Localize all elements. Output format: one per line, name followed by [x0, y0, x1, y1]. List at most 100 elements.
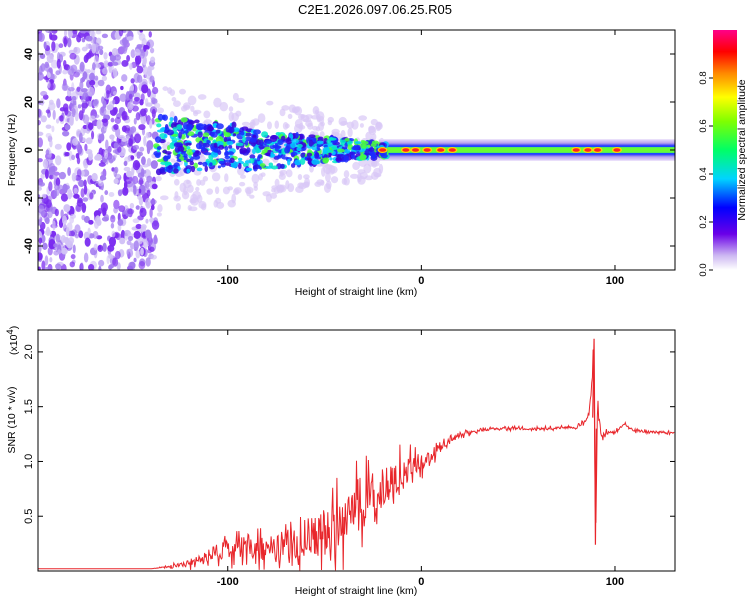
noise-cell — [141, 84, 149, 94]
haze-cell — [274, 120, 280, 129]
turbulent-cell — [231, 121, 237, 129]
turbulent-cell — [191, 149, 196, 153]
noise-cell — [63, 59, 67, 68]
noise-cell — [73, 193, 80, 199]
noise-cell — [44, 169, 49, 179]
noise-cell — [103, 149, 109, 160]
turbulent-cell — [172, 127, 178, 133]
noise-cell — [150, 97, 156, 105]
turbulent-cell — [197, 131, 203, 138]
noise-cell — [81, 46, 88, 52]
haze-cell — [236, 97, 245, 103]
noise-cell — [42, 159, 49, 169]
noise-cell — [102, 67, 108, 75]
turbulent-cell — [156, 146, 162, 151]
noise-cell — [55, 263, 62, 270]
turbulent-cell — [163, 155, 169, 162]
noise-cell — [52, 220, 56, 231]
noise-cell — [78, 110, 84, 121]
noise-cell — [73, 46, 81, 55]
turbulent-cell — [173, 115, 178, 123]
haze-cell — [156, 107, 165, 114]
noise-cell — [93, 55, 100, 64]
noise-cell — [117, 219, 124, 226]
noise-cell — [150, 204, 155, 211]
noise-cell — [137, 172, 145, 179]
turbulent-cell — [249, 137, 257, 143]
noise-cell — [124, 124, 131, 132]
haze-cell — [214, 186, 220, 195]
haze-cell — [279, 108, 286, 117]
noise-cell — [88, 263, 95, 270]
turbulent-cell — [168, 164, 173, 170]
turbulent-cell — [164, 151, 172, 155]
noise-cell — [140, 115, 147, 125]
noise-cell — [149, 119, 153, 129]
haze-cell — [183, 186, 188, 196]
snr-x-tick-label: -100 — [217, 576, 239, 588]
noise-cell — [111, 230, 116, 238]
haze-cell — [197, 94, 207, 100]
noise-cell — [40, 115, 47, 123]
haze-cell — [156, 212, 162, 217]
noise-cell — [94, 63, 102, 69]
turbulent-cell — [203, 152, 212, 156]
snr-x-tick-label: 100 — [606, 576, 624, 588]
noise-cell — [136, 151, 144, 157]
turbulent-cell — [163, 133, 168, 139]
turbulent-cell — [343, 148, 351, 154]
turbulent-cell — [244, 140, 249, 146]
noise-cell — [38, 108, 43, 119]
noise-cell — [45, 109, 51, 114]
haze-cell — [309, 164, 314, 173]
noise-cell — [67, 30, 74, 38]
turbulent-cell — [196, 167, 203, 172]
snr-spike — [592, 338, 597, 545]
haze-cell — [330, 176, 339, 184]
turbulent-cell — [257, 154, 263, 159]
spectrogram-frame — [37, 29, 676, 271]
noise-cell — [135, 57, 140, 68]
noise-cell — [148, 31, 152, 38]
noise-cell — [53, 243, 58, 248]
noise-cell — [76, 69, 81, 76]
noise-cell — [62, 130, 70, 137]
noise-cell — [80, 262, 84, 270]
noise-cell — [140, 247, 144, 256]
turbulent-cell — [329, 157, 333, 161]
noise-cell — [123, 180, 128, 191]
noise-cell — [46, 54, 54, 63]
noise-cell — [61, 215, 68, 225]
turbulent-cell — [202, 161, 208, 167]
noise-cell — [89, 192, 94, 200]
colorbar-tick-label: 0.6 — [698, 119, 709, 132]
noise-cell — [79, 61, 85, 72]
noise-cell — [85, 52, 90, 61]
noise-cell — [39, 53, 46, 60]
noise-cell — [85, 35, 93, 42]
noise-cell — [111, 47, 119, 56]
noise-cell — [88, 219, 94, 225]
noise-cell — [50, 59, 59, 69]
noise-cell — [62, 35, 69, 45]
turbulent-cell — [180, 117, 188, 123]
snr-background — [38, 330, 675, 571]
noise-cell — [100, 133, 105, 142]
turbulent-cell — [367, 147, 375, 152]
noise-cell — [107, 61, 114, 67]
noise-cell — [75, 204, 82, 213]
noise-cell — [45, 30, 49, 33]
turbulent-cell — [169, 142, 175, 150]
haze-cell — [266, 100, 274, 106]
haze-cell — [347, 127, 353, 138]
haze-cell — [235, 110, 242, 117]
haze-cell — [294, 106, 303, 116]
hot-spot — [448, 148, 456, 152]
noise-cell — [88, 151, 93, 161]
noise-cell — [146, 140, 154, 151]
noise-cell — [49, 257, 53, 263]
noise-cell — [105, 139, 109, 150]
haze-cell — [338, 116, 348, 127]
haze-cell — [175, 203, 181, 211]
noise-cell — [83, 215, 90, 224]
